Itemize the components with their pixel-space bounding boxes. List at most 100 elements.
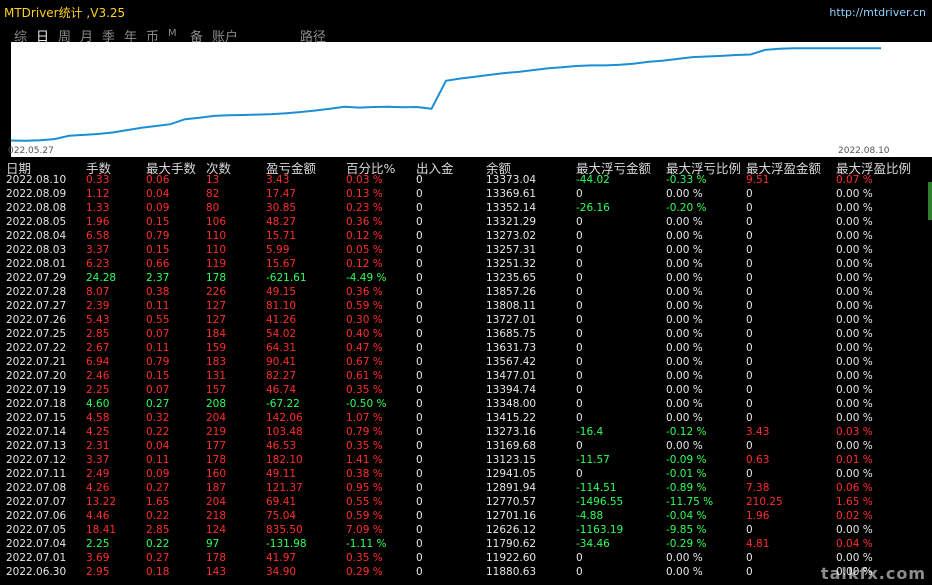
table-row[interactable]: 2022.07.11 2.49 0.09 160 49.11 0.38 % 0 12941.0… [0, 468, 932, 482]
table-cell: 0 [746, 272, 753, 284]
table-cell: 219 [206, 426, 227, 438]
table-row[interactable]: 2022.07.22 2.67 0.11 159 64.31 0.47 % 0 13631.7… [0, 342, 932, 356]
table-row[interactable]: 2022.07.05 18.41 2.85 124 835.50 7.09 % 0 12626… [0, 524, 932, 538]
table-cell: 0 [416, 440, 423, 452]
column-header[interactable]: 余额 [486, 161, 512, 176]
table-cell: 0.15 [146, 244, 170, 256]
table-cell: 0.27 [146, 482, 170, 494]
table-cell: 0.11 [146, 300, 170, 312]
table-cell: 110 [206, 230, 227, 242]
website-link[interactable]: http://mtdriver.cn [829, 6, 926, 19]
column-header[interactable]: 出入金 [416, 161, 454, 176]
table-cell: -1496.55 [576, 496, 624, 508]
table-row[interactable]: 2022.07.07 13.22 1.65 204 69.41 0.55 % 0 12770.… [0, 496, 932, 510]
table-row[interactable]: 2022.07.01 3.69 0.27 178 41.97 0.35 % 0 11922.6… [0, 552, 932, 566]
table-cell: 187 [206, 482, 227, 494]
table-cell: 0.00 % [836, 328, 873, 340]
table-row[interactable]: 2022.07.20 2.46 0.15 131 82.27 0.61 % 0 13477.0… [0, 370, 932, 384]
column-header[interactable]: 日期 [6, 161, 32, 176]
table-row[interactable]: 2022.08.08 1.33 0.09 80 30.85 0.23 % 0 13352.14… [0, 202, 932, 216]
tab-year[interactable]: 年 [124, 30, 138, 45]
table-row[interactable]: 2022.07.29 24.28 2.37 178 -621.61 -4.49 % 0 132… [0, 272, 932, 286]
table-row[interactable]: 2022.07.21 6.94 0.79 183 90.41 0.67 % 0 13567.4… [0, 356, 932, 370]
table-row[interactable]: 2022.08.04 6.58 0.79 110 15.71 0.12 % 0 13273.0… [0, 230, 932, 244]
table-cell: 0.32 [146, 412, 170, 424]
table-cell: 0 [416, 188, 423, 200]
tab-day[interactable]: 日 [36, 30, 50, 45]
column-header[interactable]: 手数 [86, 161, 112, 176]
tab-quarter[interactable]: 季 [102, 30, 116, 45]
column-header[interactable]: 最大浮亏金额 [576, 161, 652, 176]
table-row[interactable]: 2022.07.15 4.58 0.32 204 142.06 1.07 % 0 13415.… [0, 412, 932, 426]
table-row[interactable]: 2022.07.26 5.43 0.55 127 41.26 0.30 % 0 13727.0… [0, 314, 932, 328]
column-header[interactable]: 最大浮盈金额 [746, 161, 822, 176]
table-cell: 2022.08.05 [6, 216, 67, 228]
table-cell: 0.33 [86, 174, 110, 186]
table-cell: 13394.74 [486, 384, 537, 396]
table-row[interactable]: 2022.07.12 3.37 0.11 178 182.10 1.41 % 0 13123.… [0, 454, 932, 468]
watermark: talkfx.com [820, 564, 926, 583]
table-cell: 0.00 % [666, 566, 703, 578]
table-cell: 13373.04 [486, 174, 537, 186]
table-cell: 0 [416, 510, 423, 522]
table-cell: -0.29 % [666, 538, 707, 550]
tab-month[interactable]: 月 [80, 30, 94, 45]
table-row[interactable]: 2022.07.14 4.25 0.22 219 103.48 0.79 % 0 13273.… [0, 426, 932, 440]
table-row[interactable]: 2022.08.03 3.37 0.15 110 5.99 0.05 % 0 13257.31… [0, 244, 932, 258]
tab-m[interactable]: M [168, 28, 177, 39]
table-cell: 0.00 % [666, 328, 703, 340]
table-cell: 0.27 [146, 552, 170, 564]
column-header[interactable]: 百分比% [346, 161, 396, 176]
table-cell: 0.00 % [836, 356, 873, 368]
table-cell: 0 [416, 356, 423, 368]
table-cell: -621.61 [266, 272, 307, 284]
table-row[interactable]: 2022.08.10 0.33 0.06 13 3.43 0.03 % 0 13373.04 -… [0, 174, 932, 188]
table-row[interactable]: 2022.06.30 2.95 0.18 143 34.90 0.29 % 0 11880.6… [0, 566, 932, 580]
table-cell: 54.02 [266, 328, 297, 340]
table-cell: 0.00 % [666, 314, 703, 326]
table-row[interactable]: 2022.08.09 1.12 0.04 82 17.47 0.13 % 0 13369.61… [0, 188, 932, 202]
table-cell: 0 [416, 202, 423, 214]
table-row[interactable]: 2022.07.27 2.39 0.11 127 81.10 0.59 % 0 13808.1… [0, 300, 932, 314]
table-cell: 0.00 % [836, 230, 873, 242]
column-header[interactable]: 最大浮盈比例 [836, 161, 912, 176]
table-cell: 2.25 [86, 538, 110, 550]
tab-backup[interactable]: 备 [190, 30, 204, 45]
table-row[interactable]: 2022.07.06 4.46 0.22 218 75.04 0.59 % 0 12701.1… [0, 510, 932, 524]
table-cell: 0.05 % [346, 244, 383, 256]
tab-currency[interactable]: 币 [146, 30, 160, 45]
table-row[interactable]: 2022.07.04 2.25 0.22 97 -131.98 -1.11 % 0 11790… [0, 538, 932, 552]
tab-week[interactable]: 周 [58, 30, 72, 45]
table-cell: 0.12 % [346, 258, 383, 270]
table-cell: 127 [206, 314, 227, 326]
table-row[interactable]: 2022.07.25 2.85 0.07 184 54.02 0.40 % 0 13685.7… [0, 328, 932, 342]
table-cell: 142.06 [266, 412, 303, 424]
table-cell: 34.90 [266, 566, 297, 578]
tab-path[interactable]: 路径 [300, 30, 327, 45]
table-cell: 0.13 % [346, 188, 383, 200]
table-cell: 2022.07.25 [6, 328, 67, 340]
tab-summary[interactable]: 综 [14, 30, 28, 45]
table-row[interactable]: 2022.07.08 4.26 0.27 187 121.37 0.95 % 0 12891.… [0, 482, 932, 496]
column-header[interactable]: 盈亏金额 [266, 161, 317, 176]
table-row[interactable]: 2022.07.18 4.60 0.27 208 -67.22 -0.50 % 0 13348… [0, 398, 932, 412]
table-row[interactable]: 2022.07.28 8.07 0.38 226 49.15 0.36 % 0 13857.2… [0, 286, 932, 300]
scrollbar-thumb[interactable] [928, 182, 932, 220]
table-cell: 0.02 % [836, 510, 873, 522]
table-row[interactable]: 2022.07.13 2.31 0.04 177 46.53 0.35 % 0 13169.6… [0, 440, 932, 454]
table-cell: 0.00 % [666, 552, 703, 564]
table-row[interactable]: 2022.07.19 2.25 0.07 157 46.74 0.35 % 0 13394.7… [0, 384, 932, 398]
table-cell: -0.50 % [346, 398, 387, 410]
table-cell: 13123.15 [486, 454, 537, 466]
table-cell: 0.00 % [666, 244, 703, 256]
table-cell: 0.00 % [836, 412, 873, 424]
tab-account[interactable]: 账户 [212, 30, 239, 45]
table-cell: 0.00 % [666, 286, 703, 298]
column-header[interactable]: 最大手数 [146, 161, 197, 176]
app-title: MTDriver统计 ,V3.25 [4, 6, 126, 20]
table-row[interactable]: 2022.08.01 6.23 0.66 119 15.67 0.12 % 0 13251.3… [0, 258, 932, 272]
column-header[interactable]: 次数 [206, 161, 232, 176]
column-header[interactable]: 最大浮亏比例 [666, 161, 742, 176]
table-row[interactable]: 2022.08.05 1.96 0.15 106 48.27 0.36 % 0 13321.2… [0, 216, 932, 230]
table-cell: 0 [416, 230, 423, 242]
